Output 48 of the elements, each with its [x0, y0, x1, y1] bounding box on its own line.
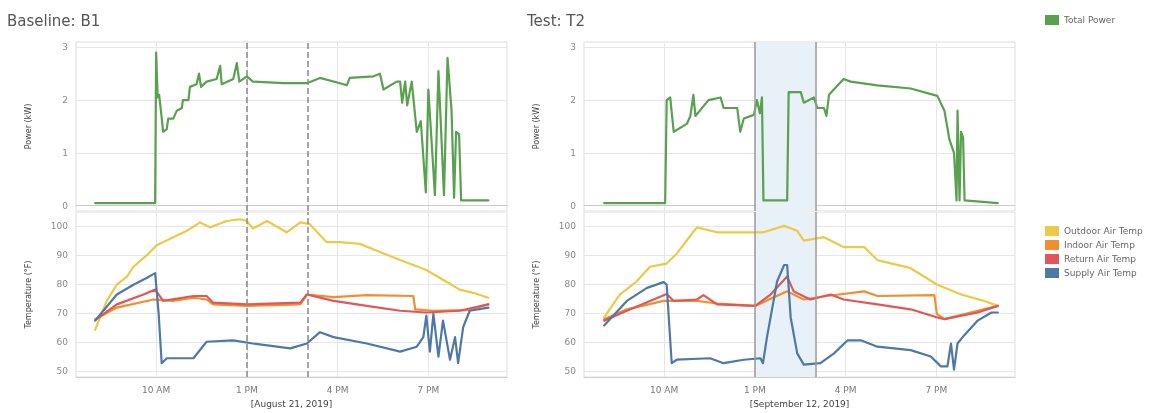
chart-title: Baseline: B1 — [7, 11, 101, 30]
x-tick-label: 7 PM — [417, 384, 440, 395]
y-axis-title: Power (kW) — [23, 103, 33, 150]
y-tick-label: 1 — [570, 147, 576, 158]
legend-label: Supply Air Temp — [1064, 268, 1138, 278]
x-tick-label: 4 PM — [326, 384, 349, 395]
line-series — [603, 224, 999, 319]
y-tick-label: 1 — [62, 147, 68, 158]
x-tick-label: 10 AM — [650, 384, 679, 395]
y-tick-label: 3 — [570, 42, 576, 53]
y-axis-title: Power (kW) — [531, 103, 541, 150]
y-tick-label: 80 — [56, 279, 69, 290]
line-series — [94, 51, 490, 205]
x-axis-title: [September 12, 2019] — [749, 398, 850, 409]
x-tick-label: 1 PM — [236, 384, 258, 395]
line-series — [603, 77, 999, 205]
y-tick-label: 2 — [62, 95, 68, 106]
y-tick-label: 90 — [564, 250, 577, 261]
y-tick-label: 100 — [50, 221, 69, 232]
legend-label: Indoor Air Temp — [1064, 240, 1136, 250]
x-axis-title: [August 21, 2019] — [250, 398, 333, 409]
y-tick-label: 0 — [62, 200, 69, 211]
y-tick-label: 80 — [564, 279, 577, 290]
line-series — [603, 275, 999, 322]
y-axis-title: Temperature (°F) — [23, 260, 33, 330]
x-tick-label: 4 PM — [834, 384, 857, 395]
legend-label: Total Power — [1063, 15, 1116, 25]
x-tick-label: 10 AM — [142, 384, 171, 395]
x-tick-label: 1 PM — [744, 384, 766, 395]
y-tick-label: 60 — [564, 337, 577, 348]
x-tick-label: 7 PM — [925, 384, 948, 395]
chart-title: Test: T2 — [526, 11, 586, 30]
y-tick-label: 3 — [62, 42, 68, 53]
y-tick-label: 2 — [570, 95, 576, 106]
line-series — [94, 272, 490, 365]
y-tick-label: 0 — [570, 200, 577, 211]
legend-label: Return Air Temp — [1064, 254, 1137, 264]
legend-label: Outdoor Air Temp — [1064, 226, 1144, 236]
line-series — [94, 218, 490, 331]
y-tick-label: 90 — [56, 250, 69, 261]
y-axis-title: Temperature (°F) — [531, 260, 541, 330]
y-tick-label: 50 — [56, 366, 69, 377]
line-series — [603, 263, 999, 371]
y-tick-label: 70 — [564, 308, 577, 319]
y-tick-label: 60 — [56, 337, 69, 348]
y-tick-label: 100 — [558, 221, 577, 232]
y-tick-label: 50 — [564, 366, 577, 377]
y-tick-label: 70 — [56, 308, 69, 319]
